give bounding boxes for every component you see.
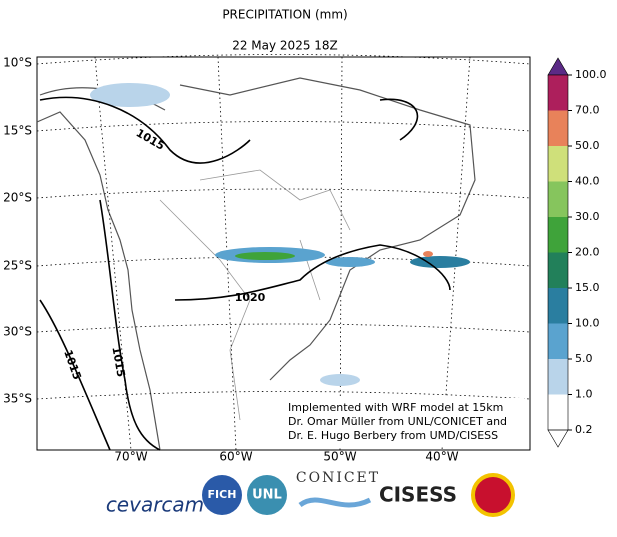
lat-label: 35°S <box>3 392 32 406</box>
note: Dr. Omar Müller from UNL/CONICET and <box>288 415 507 428</box>
contour-label: 1015 <box>109 346 127 378</box>
isobars <box>39 96 451 451</box>
date: 22 May 2025 18Z <box>232 39 338 53</box>
logo-text: cevarcam <box>106 493 204 517</box>
colorbar-segment <box>548 110 568 146</box>
logo-text: FICH <box>208 488 237 501</box>
logo-circle <box>202 475 242 515</box>
note: Implemented with WRF model at 15km <box>288 401 503 414</box>
colorbar-segment <box>548 146 568 182</box>
lat-label: 20°S <box>3 191 32 205</box>
lat-label: 30°S <box>3 325 32 339</box>
colorbar-label: 100.0 <box>575 68 607 81</box>
colorbar-segment <box>548 252 568 288</box>
lon-label: 40°W <box>425 450 458 464</box>
colorbar-segment <box>548 359 568 395</box>
colorbar-label: 5.0 <box>575 352 593 365</box>
logo-text: CONICET <box>296 470 380 486</box>
lon-labels: 70°W 60°W 50°W 40°W <box>114 450 458 464</box>
logo-circle <box>247 475 287 515</box>
logo-text: CISESS <box>379 483 457 507</box>
colorbar-segment <box>548 181 568 217</box>
lon-label: 60°W <box>219 450 252 464</box>
colorbar-label: 20.0 <box>575 246 600 259</box>
colorbar-label: 40.0 <box>575 175 600 188</box>
lat-label: 25°S <box>3 259 32 273</box>
colorbar-segment <box>548 288 568 324</box>
colorbar: 100.0 70.0 50.0 40.0 30.0 20.0 15.0 10.0 5.0 1.0 0… <box>547 57 607 448</box>
logo-shape <box>298 497 372 508</box>
colorbar-segment <box>548 75 568 111</box>
map: 1015 1020 1015 1015 Implemented with WRF… <box>36 54 531 451</box>
colorbar-extend <box>547 57 569 76</box>
colorbar-label: 0.2 <box>575 423 593 436</box>
contour-label: 1020 <box>235 291 266 304</box>
borders <box>159 169 351 421</box>
colorbar-label: 50.0 <box>575 139 600 152</box>
note-box <box>284 398 524 446</box>
colorbar-label: 30.0 <box>575 210 600 223</box>
colorbar-label: 10.0 <box>575 317 600 330</box>
colorbar-label: 70.0 <box>575 104 600 117</box>
colorbar-extend <box>547 429 569 448</box>
colorbar-segment <box>548 217 568 253</box>
colorbar-segment <box>548 323 568 359</box>
note: Dr. E. Hugo Berbery from UMD/CISESS <box>288 429 498 442</box>
colorbar-label: 1.0 <box>575 388 593 401</box>
precipitation <box>90 83 470 386</box>
logos: cevarcam FICH UNL CONICET CISESS <box>106 470 515 517</box>
colorbar-label: 15.0 <box>575 281 600 294</box>
lat-label: 10°S <box>3 56 32 70</box>
lat-label: 15°S <box>3 124 32 138</box>
logo-text: UNL <box>252 488 282 503</box>
colorbar-segment <box>548 394 568 430</box>
lon-label: 50°W <box>323 450 356 464</box>
title: PRECIPITATION (mm) <box>222 8 347 22</box>
logo-circle <box>471 473 515 517</box>
lat-labels: 10°S 15°S 20°S 25°S 30°S 35°S <box>3 56 32 406</box>
lon-label: 70°W <box>114 450 147 464</box>
coastline <box>36 111 161 451</box>
